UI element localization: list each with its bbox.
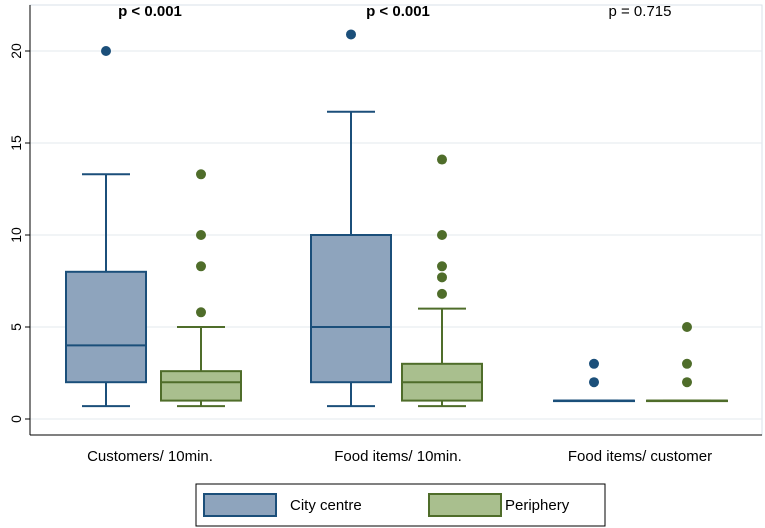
outlier-point [101, 46, 111, 56]
outlier-point [589, 377, 599, 388]
legend-swatch [203, 493, 277, 517]
outlier-point [196, 230, 206, 240]
box-periphery [401, 154, 483, 408]
p-value-label: p = 0.715 [609, 3, 672, 20]
legend-label: Periphery [505, 497, 570, 514]
outlier-point [682, 322, 692, 332]
outlier-point [196, 261, 206, 272]
outlier-point [437, 261, 447, 272]
box-city-centre [310, 29, 392, 408]
p-value-label: p < 0.001 [118, 3, 182, 20]
iqr-box [310, 234, 392, 384]
iqr-box [65, 270, 147, 384]
group-label: Food items/ customer [568, 448, 712, 465]
outlier-point [346, 29, 356, 40]
box-groups [65, 29, 728, 408]
box-periphery [646, 322, 728, 403]
outlier-point [437, 154, 447, 165]
y-tick-label: 15 [8, 135, 24, 151]
legend: City centre Periphery [195, 483, 606, 527]
outlier-point [682, 358, 692, 369]
outlier-point [196, 307, 206, 318]
group-label: Food items/ 10min. [334, 448, 462, 465]
iqr-box [160, 370, 242, 402]
box-periphery [160, 169, 242, 408]
outlier-point [437, 230, 447, 240]
legend-swatch [428, 493, 502, 517]
outlier-point [437, 288, 447, 299]
group-label: Customers/ 10min. [87, 448, 213, 465]
box-city-centre [65, 46, 147, 408]
outlier-point [437, 272, 447, 283]
y-axis: 0 5 10 15 20 [8, 5, 762, 436]
p-value-label: p < 0.001 [366, 3, 430, 20]
outlier-point [196, 169, 206, 180]
outlier-point [682, 377, 692, 388]
outlier-point [589, 358, 599, 369]
box-city-centre [553, 358, 635, 403]
y-tick-label: 10 [8, 227, 24, 243]
y-tick-label: 20 [8, 43, 24, 59]
group-labels: Customers/ 10min. p < 0.001 Food items/ 10… [87, 3, 712, 465]
y-tick-label: 5 [8, 323, 24, 331]
legend-label: City centre [290, 497, 362, 514]
y-tick-label: 0 [8, 415, 24, 423]
